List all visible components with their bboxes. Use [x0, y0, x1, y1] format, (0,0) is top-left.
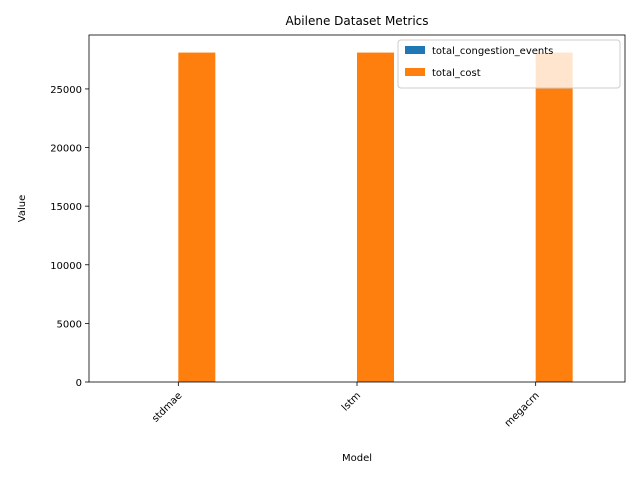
plot-frame	[88, 34, 626, 383]
bar-total_cost-stdmae	[178, 52, 216, 382]
y-tick-label: 25000	[50, 85, 82, 96]
x-tick-label: megacrn	[503, 390, 542, 429]
y-axis-label: Value	[17, 195, 28, 222]
y-tick-label: 20000	[50, 144, 82, 155]
legend-swatch-0	[405, 46, 425, 54]
legend-label-1: total_cost	[432, 68, 481, 79]
y-tick-label: 0	[76, 378, 82, 389]
x-tick-label: stdmae	[150, 390, 184, 424]
y-tick-label: 10000	[50, 261, 82, 272]
y-tick-label: 5000	[57, 319, 82, 330]
chart-title: Abilene Dataset Metrics	[285, 14, 428, 28]
x-axis: stdmae lstm megacrn	[150, 382, 542, 429]
legend: total_congestion_events total_cost	[397, 39, 621, 89]
y-axis: 0 5000 10000 15000 20000 25000	[50, 85, 89, 389]
bar-total_cost-megacrn	[535, 52, 573, 382]
x-tick-label: lstm	[340, 390, 363, 413]
legend-label-0: total_congestion_events	[432, 46, 553, 57]
x-axis-label: Model	[342, 453, 372, 464]
y-tick-label: 15000	[50, 202, 82, 213]
legend-swatch-1	[405, 68, 425, 76]
bars-group	[178, 52, 573, 382]
legend-frame	[397, 39, 621, 89]
bar-total_cost-lstm	[357, 52, 394, 382]
